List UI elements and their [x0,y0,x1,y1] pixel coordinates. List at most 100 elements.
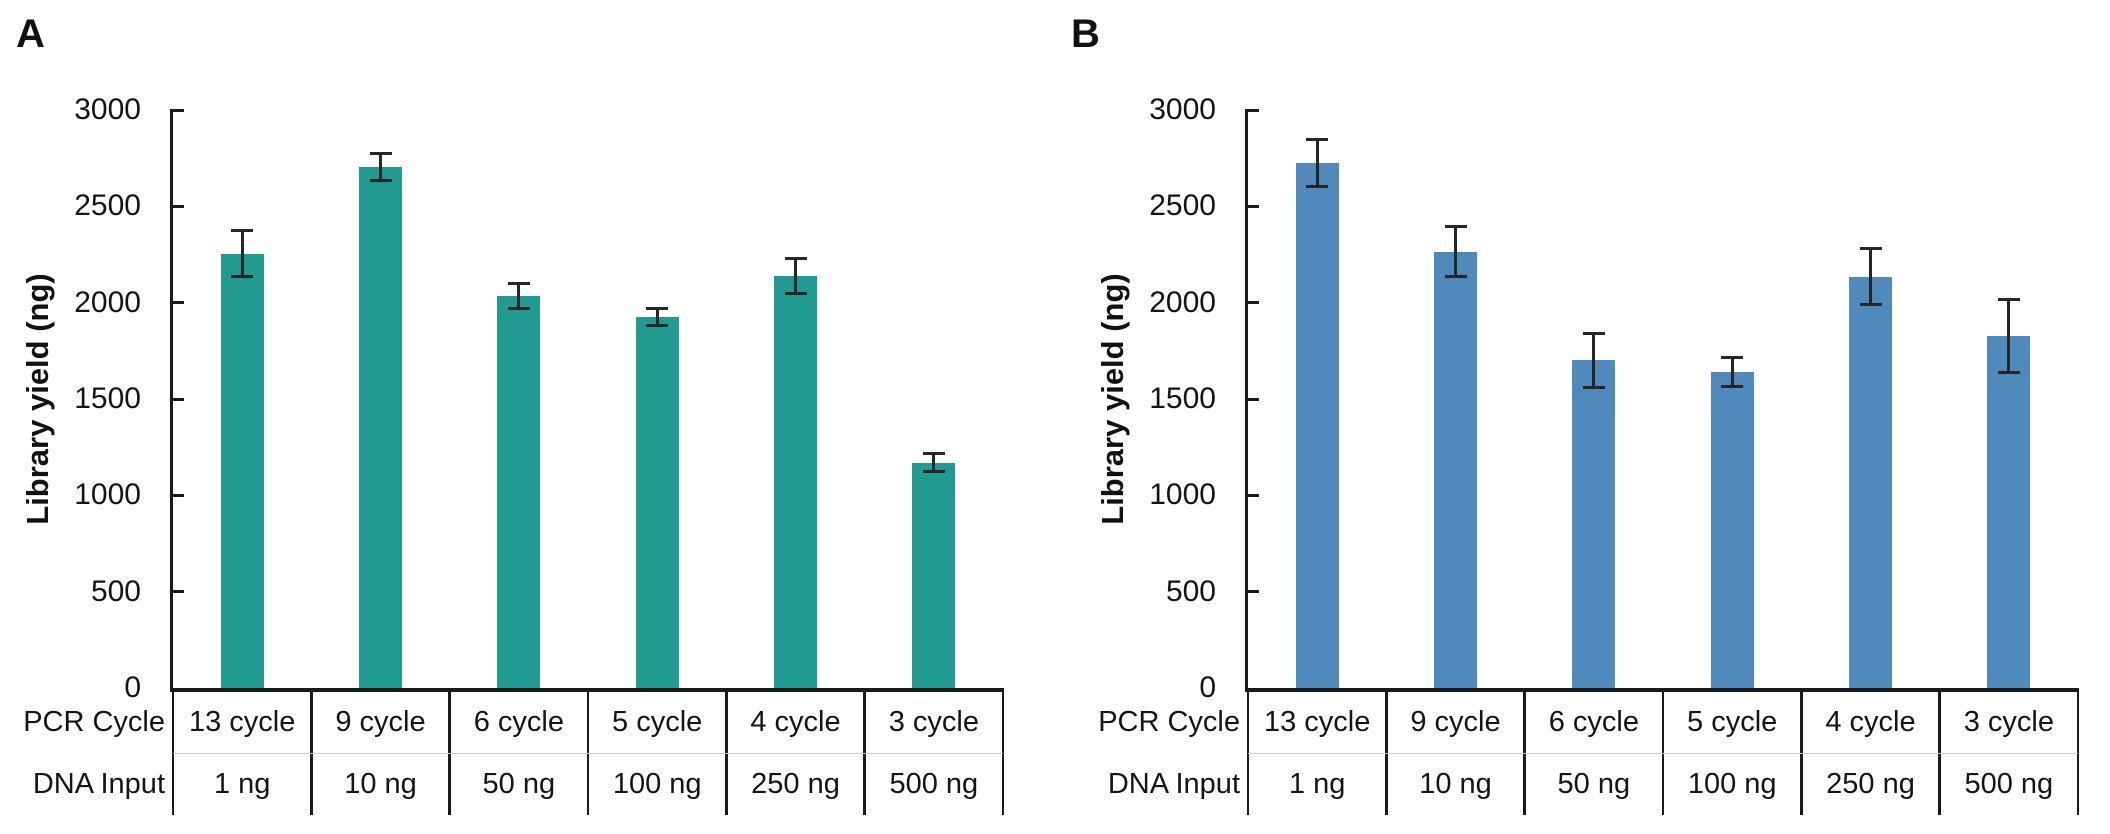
bar [497,295,541,688]
error-bar-line [655,308,659,326]
x-axis-line [1245,688,2078,692]
error-bar-line [1454,226,1457,277]
y-tick-mark [173,108,184,112]
error-bar-cap-top [1306,138,1329,142]
y-tick-label: 2500 [1149,189,1216,223]
bar [1849,276,1892,688]
table-cell: 10 ng [344,767,417,800]
y-tick-mark [1248,301,1259,305]
x-axis-table: PCR Cycle 13 cycle 9 cycle 6 cycle 5 cycle 4 … [1098,688,2080,815]
plot-area: 0 500 1000 1500 2000 2500 3000 [74,93,1003,704]
table-cell: 500 ng [1964,767,2054,800]
error-bar-cap-bottom [922,469,945,473]
table-cell: 9 cycle [1410,706,1501,738]
y-tick-mark [173,590,184,594]
error-bar-cap-top [1859,247,1882,251]
bar [359,166,402,688]
y-axis-line [1245,108,1248,692]
table-row-separator [1248,752,2078,755]
error-bar-cap-top [507,281,530,285]
plot-area: 0 500 1000 1500 2000 2500 3000 [1149,93,2078,704]
table-column-divider [310,688,313,815]
table-column-divider [863,688,866,815]
table-cell: 10 ng [1419,767,1492,800]
error-bar-line [1592,333,1596,388]
chart-panel-b: B Library yield (ng) 0 500 1000 1500 2000 250… [1055,0,2110,834]
table-column-divider [1385,688,1388,815]
y-tick-label: 1500 [1149,382,1216,415]
error-bar-cap-top [1444,225,1467,229]
error-bar-cap-bottom [1859,303,1882,307]
error-bar-cap-top [1997,298,2020,302]
table-cell: 6 cycle [473,706,564,738]
bar [220,253,264,688]
row-header-pcr-cycle: PCR Cycle [23,706,165,738]
table-cell: 1 ng [1288,767,1346,800]
table-column-divider [1938,688,1941,815]
table-cell: 4 cycle [750,706,841,738]
y-axis-line [170,108,173,692]
y-tick-mark [173,204,184,208]
table-cell: 500 ng [889,767,979,800]
error-bar-cap-bottom [784,291,807,295]
y-tick-label: 0 [1199,671,1216,704]
table-cell: 5 cycle [612,706,703,738]
table-cell: 4 cycle [1825,706,1916,738]
bar [1987,336,2031,688]
y-tick-label: 1500 [74,382,141,415]
table-cell: 100 ng [1687,767,1777,800]
panel-label-b: B [1071,12,1100,56]
error-bar-line [379,153,382,181]
error-bar-cap-bottom [231,275,254,279]
table-column-divider [171,688,175,815]
table-cell: 250 ng [751,767,840,800]
table-column-divider [1800,688,1803,815]
table-row-separator [173,752,1003,755]
error-bar-cap-top [784,256,807,260]
y-tick-mark [1248,493,1259,497]
table-cell: 50 ng [1557,767,1631,800]
table-cell: 250 ng [1826,767,1915,800]
error-bar-cap-bottom [1721,384,1744,388]
bar [635,317,679,688]
error-bar-cap-top [1721,356,1744,360]
panel-label-a: A [16,12,45,56]
y-tick-label: 3000 [1149,93,1216,126]
error-bar-cap-top [646,306,669,310]
error-bar-line [240,230,244,277]
error-bar-cap-top [922,452,945,456]
table-cell: 3 cycle [1963,706,2054,738]
error-bar-line [1315,139,1319,187]
table-column-divider [1661,688,1665,815]
y-tick-label: 1000 [74,478,141,512]
bar [774,275,817,688]
error-bar-line [1730,357,1734,387]
table-column-divider [1523,688,1526,815]
y-tick-mark [1248,590,1259,594]
y-tick-label: 2500 [74,189,141,223]
error-bar-line [1869,248,1872,305]
table-column-divider [1246,688,1250,815]
row-header-dna-input: DNA Input [1107,767,1240,800]
table-cell: 13 cycle [1263,706,1371,738]
y-tick-mark [173,493,184,497]
error-bar-cap-bottom [646,324,669,328]
chart-panel-a: A Library yield (ng) 0 500 1000 1500 2000 250… [16,12,1005,815]
error-bar-cap-bottom [369,178,392,182]
error-bar-cap-bottom [1582,385,1605,389]
error-bar-cap-top [369,151,392,155]
x-axis-line [170,688,1003,692]
y-tick-label: 2000 [74,285,141,319]
bar [1710,372,1754,688]
error-bar-cap-bottom [1997,371,2020,375]
bar [912,462,956,688]
y-tick-mark [1248,204,1259,208]
table-cell: 9 cycle [335,706,426,738]
table-cell: 1 ng [213,767,271,800]
table-column-divider [586,688,590,815]
table-cell: 100 ng [612,767,702,800]
row-header-pcr-cycle: PCR Cycle [1098,706,1240,738]
table-cell: 5 cycle [1687,706,1778,738]
row-header-dna-input: DNA Input [32,767,165,800]
